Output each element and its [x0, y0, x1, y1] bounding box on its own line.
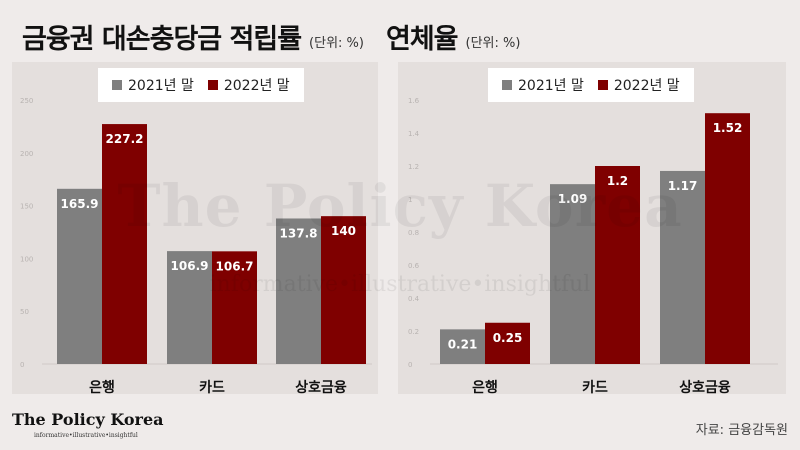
category-label: 은행 — [89, 380, 115, 394]
bar-2022 — [321, 216, 366, 364]
legend-label-2022: 2022년 말 — [613, 78, 680, 94]
bar-value-label: 106.9 — [171, 259, 209, 273]
bar-value-label: 0.21 — [448, 337, 478, 351]
legend-item-2021: 2021년 말 — [112, 75, 194, 95]
y-tick-label: 0.4 — [408, 295, 420, 303]
bar-2021 — [167, 251, 212, 364]
right-chart-legend: 2021년 말 2022년 말 — [488, 68, 694, 102]
right-chart-panel: 0 0.2 0.4 0.6 0.8 1 1.2 1.4 1.6 0.21 0.25 은행 1.09 1.2… — [398, 62, 786, 394]
legend-swatch-2022 — [207, 80, 218, 90]
bar-value-label: 227.2 — [106, 132, 144, 146]
bar-2021 — [660, 170, 705, 364]
legend-item-2022: 2022년 말 — [597, 75, 680, 95]
y-tick-label: 200 — [20, 150, 33, 158]
bar-2021 — [440, 329, 485, 364]
y-tick-label: 50 — [20, 308, 29, 316]
bar-2022 — [102, 124, 147, 364]
logo-tagline: informative•illustrative•insightful — [34, 432, 138, 439]
legend-swatch-2021 — [502, 80, 512, 90]
title-row: 금융권 대손충당금 적립률 (단위: %) 연체율 (단위: %) — [22, 16, 800, 56]
legend-label-2022: 2022년 말 — [223, 78, 290, 94]
legend-item-2022: 2022년 말 — [207, 75, 290, 95]
bar-value-label: 0.25 — [493, 331, 523, 345]
y-tick-label: 0.8 — [408, 229, 419, 237]
y-tick-label: 100 — [20, 255, 33, 263]
legend-label-2021: 2021년 말 — [128, 78, 194, 94]
y-tick-label: 1.6 — [408, 97, 420, 105]
left-chart-legend: 2021년 말 2022년 말 — [98, 68, 304, 102]
right-chart-unit: (단위: %) — [465, 36, 521, 51]
bar-value-label: 137.8 — [280, 226, 318, 240]
bar-value-label: 140 — [331, 224, 356, 238]
legend-label-2021: 2021년 말 — [518, 78, 584, 94]
category-label: 카드 — [582, 380, 608, 394]
y-tick-label: 250 — [20, 97, 33, 105]
category-label: 상호금융 — [295, 380, 347, 394]
logo: The Policy Korea — [12, 410, 164, 429]
bar-value-label: 1.52 — [713, 121, 743, 135]
bar-2021 — [550, 184, 595, 364]
category-label: 카드 — [199, 380, 225, 394]
bar-2021 — [276, 218, 321, 364]
y-tick-label: 0.6 — [408, 262, 420, 270]
bar-2022 — [705, 113, 750, 364]
y-tick-label: 1 — [408, 196, 412, 204]
source-note: 자료: 금융감독원 — [695, 423, 788, 438]
legend-swatch-2021 — [112, 80, 122, 90]
bar-value-label: 106.7 — [216, 259, 254, 273]
bar-value-label: 165.9 — [61, 197, 99, 211]
bar-2022 — [485, 322, 530, 364]
y-tick-label: 150 — [20, 203, 33, 211]
bar-value-label: 1.17 — [668, 179, 698, 193]
right-chart-title: 연체율 — [385, 24, 459, 55]
legend-swatch-2022 — [597, 80, 608, 90]
category-label: 상호금융 — [679, 380, 731, 394]
bar-value-label: 1.09 — [558, 192, 588, 206]
bar-value-label: 1.2 — [607, 174, 628, 188]
y-tick-label: 0 — [20, 361, 24, 369]
y-tick-label: 1.2 — [408, 163, 419, 171]
left-chart-title: 금융권 대손충당금 적립률 — [22, 24, 302, 55]
left-chart-svg: 0 50 100 150 200 250 165.9 227.2 은행 106.9 106.7 카드 1… — [20, 97, 372, 394]
legend-item-2021: 2021년 말 — [502, 75, 584, 95]
left-chart-panel: 0 50 100 150 200 250 165.9 227.2 은행 106.9 106.7 카드 1… — [12, 62, 378, 394]
y-tick-label: 0.2 — [408, 328, 419, 336]
y-tick-label: 1.4 — [408, 130, 420, 138]
left-chart-unit: (단위: %) — [309, 36, 364, 51]
bar-2022 — [595, 166, 640, 364]
right-chart-svg: 0 0.2 0.4 0.6 0.8 1 1.2 1.4 1.6 0.21 0.25 은행 1.09 1.2… — [408, 97, 778, 394]
category-label: 은행 — [472, 380, 498, 394]
bar-2021 — [57, 188, 102, 364]
bar-2022 — [212, 251, 257, 364]
y-tick-label: 0 — [408, 361, 412, 369]
